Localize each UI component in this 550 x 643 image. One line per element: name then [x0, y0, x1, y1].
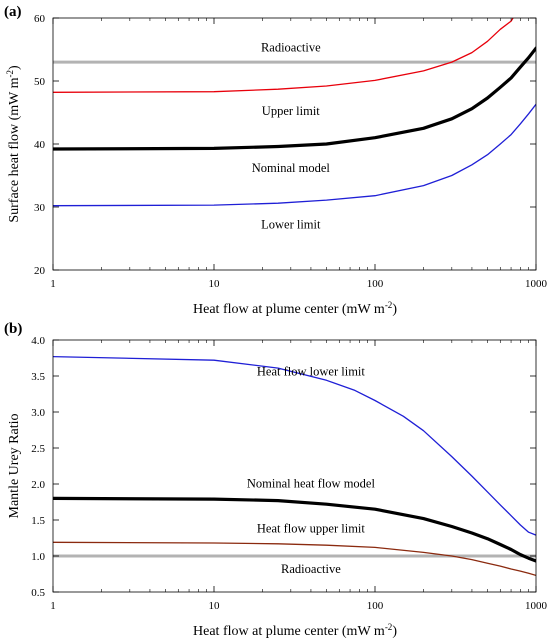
annotation-upper-limit: Upper limit — [262, 104, 321, 118]
annotation-radioactive: Radioactive — [281, 562, 341, 576]
x-tick-label: 1 — [50, 278, 56, 290]
panel-a-frame — [52, 17, 537, 271]
panel-b-frame — [52, 339, 537, 593]
panel-a-y-axis-label: Surface heat flow (mW m-2) — [5, 65, 22, 223]
series-line-heat-flow-upper-limit — [53, 541, 536, 577]
panel-a-annotations: Radioactive Upper limit Nominal model Lower… — [252, 41, 331, 232]
y-tick-label: 2.5 — [31, 443, 45, 455]
y-tick-label: 3.0 — [31, 407, 45, 419]
annotation-heat-flow-upper-limit: Heat flow upper limit — [257, 522, 365, 536]
y-tick-label: 30 — [34, 202, 46, 214]
x-tick-label: 10 — [209, 278, 221, 290]
y-tick-label: 60 — [34, 13, 46, 25]
x-tick-label: 10 — [209, 600, 221, 612]
series-line-lower-limit — [53, 103, 536, 207]
y-tick-label: 1.5 — [31, 515, 45, 527]
panel-b-y-axis-label: Mantle Urey Ratio — [7, 414, 22, 519]
panel-a-plot-area — [53, 18, 536, 207]
y-tick-label: 2.0 — [31, 479, 45, 491]
series-line-upper-limit — [53, 18, 514, 93]
panel-b: (b) Heat flow lower limit Nominal heat fl… — [4, 321, 548, 639]
panel-b-plot-area — [53, 355, 536, 577]
annotation-lower-limit: Lower limit — [261, 218, 321, 232]
panel-a-label: (a) — [4, 4, 22, 20]
series-line-heat-flow-lower-limit — [53, 355, 536, 536]
annotation-heat-flow-lower-limit: Heat flow lower limit — [257, 365, 365, 379]
annotation-nominal-model: Nominal model — [252, 161, 331, 175]
annotation-radioactive: Radioactive — [261, 41, 321, 55]
x-tick-label: 1000 — [525, 278, 548, 290]
x-tick-label: 100 — [367, 600, 384, 612]
panel-a: (a) Radioactive Upper limit Nominal model L… — [4, 4, 548, 317]
y-tick-label: 0.5 — [31, 587, 45, 599]
panel-a-x-axis-label: Heat flow at plume center (mW m-2) — [193, 300, 397, 317]
panel-b-annotations: Heat flow lower limit Nominal heat flow m… — [247, 365, 376, 576]
y-tick-label: 3.5 — [31, 371, 45, 383]
panel-b-label: (b) — [4, 321, 22, 337]
x-tick-label: 1 — [50, 600, 56, 612]
series-line-nominal-heat-flow-model — [53, 496, 536, 563]
x-tick-label: 100 — [367, 278, 384, 290]
y-tick-label: 20 — [34, 265, 46, 277]
series-line-nominal-model — [53, 46, 536, 151]
y-tick-label: 50 — [34, 76, 46, 88]
y-tick-label: 40 — [34, 139, 46, 151]
x-tick-label: 1000 — [525, 600, 548, 612]
y-tick-label: 4.0 — [31, 335, 45, 347]
y-tick-label: 1.0 — [31, 551, 45, 563]
annotation-nominal-heat-flow-model: Nominal heat flow model — [247, 476, 376, 490]
panel-b-x-axis-label: Heat flow at plume center (mW m-2) — [193, 622, 397, 639]
